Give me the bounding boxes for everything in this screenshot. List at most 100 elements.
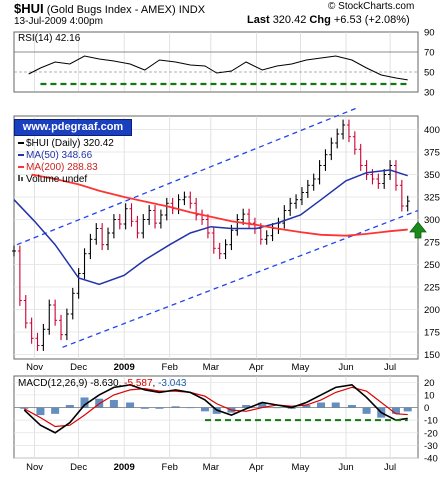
macd-histogram-bar [140,407,149,409]
macd-histogram-bar [258,402,267,408]
legend-ma50: MA(50) 348.66 [26,150,93,161]
macd-histogram-bar [65,405,74,408]
price-tick-label: 350 [424,170,440,181]
price-tick-label: 375 [424,148,440,159]
macd-histogram-bar [109,399,118,408]
price-x-tick-label: Nov [26,362,43,373]
price-bar [223,239,228,260]
price-tick-label: 325 [424,193,440,204]
price-bar [94,223,99,245]
legend-ma200: MA(200) 288.83 [26,162,98,173]
price-bar [393,160,398,191]
website-link[interactable]: www.pdegraaf.com [14,119,132,136]
price-bar [100,223,105,251]
price-bar [35,332,40,351]
macd-histogram-bar [347,405,356,408]
macd-x-tick-label: Apr [249,462,264,473]
macd-tick-label: 10 [424,390,435,401]
price-bar [305,179,310,198]
macd-tick-label: -40 [424,454,438,465]
price-bar [205,214,210,239]
price-bar [311,173,316,191]
price-bar [106,227,111,251]
channel-upper-line [16,106,360,246]
price-bar [59,314,64,341]
price-bar [294,194,299,209]
price-bar [329,137,334,161]
price-bar [76,268,81,299]
price-bar [135,215,140,239]
macd-x-tick-label: 2009 [114,462,135,473]
price-tick-label: 250 [424,260,440,271]
price-bar [129,203,134,227]
price-bar [117,214,122,230]
price-tick-label: 225 [424,283,440,294]
macd-histogram-bar [36,407,45,416]
macd-x-tick-label: May [291,462,309,473]
macd-histogram-bar [200,407,209,412]
price-bar [111,214,116,239]
price-bar [147,205,152,225]
chg-label: Chg [309,14,331,26]
price-bar [288,197,293,216]
up-arrow-icon [409,221,427,239]
macd-histogram-bar [317,402,326,408]
macd-histogram-bar [20,407,29,409]
macd-histogram-bar [391,407,400,414]
stockcharts-credit: © StockCharts.com [328,1,415,12]
price-bar [299,187,304,206]
price-bar [211,227,216,254]
price-x-tick-label: Dec [70,362,87,373]
price-bar [358,143,363,171]
price-bar [382,169,387,189]
macd-hist-value: -3.043 [158,378,187,389]
price-tick-label: 175 [424,328,440,339]
macd-x-tick-label: Feb [162,462,178,473]
exchange: INDX [178,4,206,16]
price-x-tick-label: Apr [249,362,264,373]
symbol: $HUI [14,1,44,16]
price-tick-label: 300 [424,215,440,226]
price-bar [12,245,16,257]
rsi-title: RSI(14) 42.16 [18,33,81,44]
macd-histogram-bar [80,397,89,408]
price-bar [235,214,240,236]
macd-signal-value: -5.587 [124,378,153,389]
macd-histogram-bar [362,407,371,414]
price-bar [70,287,75,320]
macd-x-tick-label: Dec [70,462,87,473]
macd-tick-label: -10 [424,416,438,427]
macd-histogram-bar [272,407,281,409]
price-bar [399,179,404,212]
last-label: Last [247,14,270,26]
price-tick-label: 200 [424,305,440,316]
macd-histogram-bar [155,407,164,409]
price-bar [352,131,357,155]
macd-histogram-bar [126,402,135,408]
chg-value: +6.53 (+2.08%) [333,14,410,26]
macd-x-tick-label: Jul [384,462,396,473]
macd-histogram-bar [171,406,180,408]
macd-histogram-bar [51,407,60,414]
price-bar [17,245,22,306]
price-bar [158,209,163,229]
rsi-tick-label: 30 [424,88,435,99]
price-bar [217,242,222,260]
price-bar [194,197,199,221]
price-x-tick-label: May [291,362,309,373]
macd-line [23,383,408,434]
price-bar [29,317,34,344]
price-bar [64,308,69,341]
price-bar [405,195,410,212]
price-bar [335,128,340,149]
quote-date: 13-Jul-2009 4:00pm [14,16,103,27]
rsi-tick-label: 70 [424,48,435,59]
ma50-line [13,169,408,286]
macd-tick-label: -30 [424,441,438,452]
macd-tick-label: 0 [424,403,429,414]
macd-histogram-bar [331,402,340,408]
macd-x-tick-label: Nov [26,462,43,473]
price-bar [323,149,328,171]
ma200-line [31,173,408,237]
